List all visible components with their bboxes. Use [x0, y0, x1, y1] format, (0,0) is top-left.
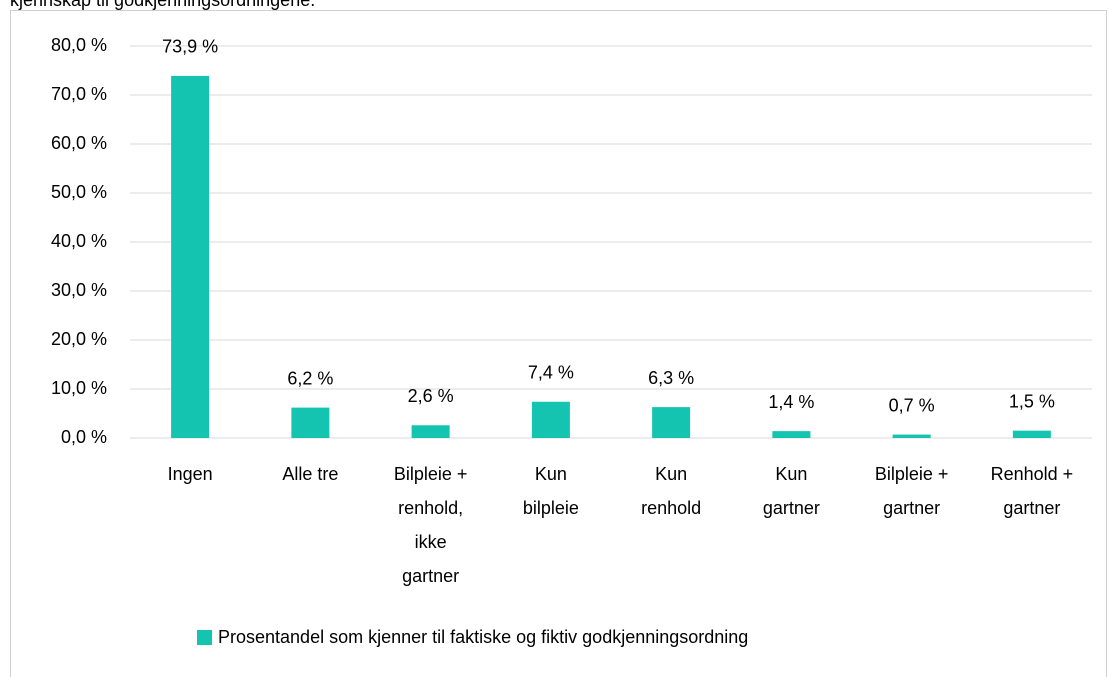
- value-label: 1,4 %: [768, 392, 814, 412]
- value-label: 6,2 %: [287, 368, 333, 388]
- value-label: 1,5 %: [1009, 391, 1055, 411]
- x-tick-label: Bilpleie + renhold, ikke gartner: [394, 464, 468, 586]
- y-tick-label: 70,0 %: [51, 84, 107, 104]
- legend-label: Prosentandel som kjenner til faktiske og…: [218, 627, 748, 647]
- bar: [652, 407, 691, 438]
- value-label: 6,3 %: [648, 368, 694, 388]
- bar: [531, 401, 570, 438]
- bar: [772, 431, 811, 438]
- x-tick-label: Kun gartner: [763, 464, 820, 518]
- legend-marker: [197, 630, 212, 645]
- y-tick-label: 60,0 %: [51, 133, 107, 153]
- bar: [291, 407, 330, 438]
- value-label: 0,7 %: [889, 395, 935, 415]
- bar: [171, 75, 210, 438]
- value-label: 73,9 %: [162, 37, 218, 57]
- bar: [411, 425, 450, 438]
- y-tick-label: 20,0 %: [51, 329, 107, 349]
- y-tick-label: 80,0 %: [51, 35, 107, 55]
- chart-title: kjennskap til godkjenningsordningene.: [10, 0, 315, 10]
- y-tick-label: 0,0 %: [61, 427, 107, 447]
- y-tick-label: 50,0 %: [51, 182, 107, 202]
- bar: [1012, 430, 1051, 438]
- x-tick-label: Renhold + gartner: [991, 464, 1074, 518]
- y-tick-label: 40,0 %: [51, 231, 107, 251]
- y-tick-label: 30,0 %: [51, 280, 107, 300]
- y-tick-label: 10,0 %: [51, 378, 107, 398]
- x-tick-label: Kun renhold: [641, 464, 701, 518]
- x-tick-label: Alle tre: [282, 464, 338, 484]
- value-label: 2,6 %: [408, 386, 454, 406]
- x-tick-label: Ingen: [168, 464, 213, 484]
- x-tick-label: Kun bilpleie: [523, 464, 579, 518]
- bar: [892, 434, 931, 438]
- value-label: 7,4 %: [528, 362, 574, 382]
- x-tick-label: Bilpleie + gartner: [875, 464, 949, 518]
